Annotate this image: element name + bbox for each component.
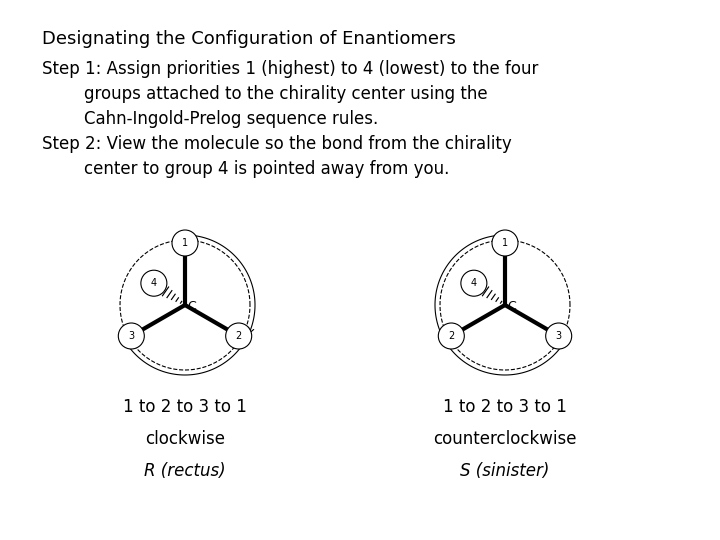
Circle shape <box>438 323 464 349</box>
Circle shape <box>461 270 487 296</box>
Circle shape <box>141 270 167 296</box>
Circle shape <box>546 323 572 349</box>
Text: 3: 3 <box>556 331 562 341</box>
Text: 2: 2 <box>235 331 242 341</box>
Text: Cahn-Ingold-Prelog sequence rules.: Cahn-Ingold-Prelog sequence rules. <box>42 110 378 128</box>
Text: R (rectus): R (rectus) <box>144 462 226 480</box>
Text: S (sinister): S (sinister) <box>460 462 549 480</box>
Text: 1 to 2 to 3 to 1: 1 to 2 to 3 to 1 <box>123 398 247 416</box>
Text: 2: 2 <box>448 331 454 341</box>
Circle shape <box>492 230 518 256</box>
Text: Step 1: Assign priorities 1 (highest) to 4 (lowest) to the four: Step 1: Assign priorities 1 (highest) to… <box>42 60 539 78</box>
Text: 1 to 2 to 3 to 1: 1 to 2 to 3 to 1 <box>443 398 567 416</box>
Text: clockwise: clockwise <box>145 430 225 448</box>
Text: C: C <box>508 300 516 314</box>
Text: 4: 4 <box>150 278 157 288</box>
Circle shape <box>118 323 144 349</box>
Text: Step 2: View the molecule so the bond from the chirality: Step 2: View the molecule so the bond fr… <box>42 135 512 153</box>
Text: 1: 1 <box>182 238 188 248</box>
Text: Designating the Configuration of Enantiomers: Designating the Configuration of Enantio… <box>42 30 456 48</box>
Text: 3: 3 <box>128 331 135 341</box>
Text: 4: 4 <box>471 278 477 288</box>
Text: groups attached to the chirality center using the: groups attached to the chirality center … <box>42 85 487 103</box>
Text: C: C <box>188 300 197 314</box>
Text: 1: 1 <box>502 238 508 248</box>
Text: center to group 4 is pointed away from you.: center to group 4 is pointed away from y… <box>42 160 449 178</box>
Circle shape <box>225 323 252 349</box>
Circle shape <box>172 230 198 256</box>
Text: counterclockwise: counterclockwise <box>433 430 577 448</box>
